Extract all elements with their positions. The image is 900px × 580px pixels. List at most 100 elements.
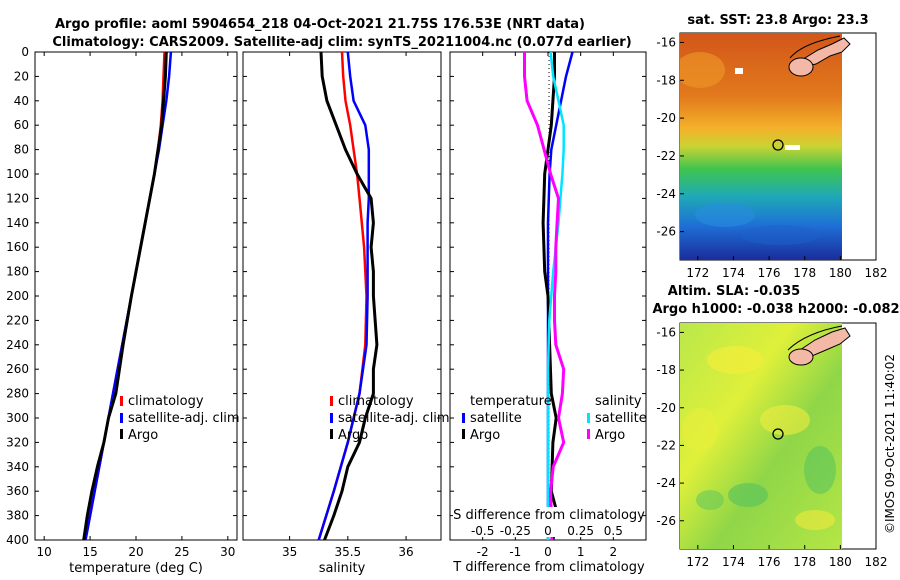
legend-swatch-satellite [330,413,333,423]
depth-tick-label: 240 [6,338,29,352]
depth-tick-label: 400 [6,533,29,547]
sla-map-panel: Altim. SLA: -0.035 Argo h1000: -0.038 h2… [652,284,899,569]
figure-title-line2: Climatology: CARS2009. Satellite-adj cli… [52,35,631,50]
depth-tick-label: 200 [6,289,29,303]
legend-swatch-s-argo [587,429,590,439]
sst-map-title: sat. SST: 23.8 Argo: 23.3 [687,13,868,28]
series-line [319,51,379,541]
salinity-lines [317,51,379,541]
lat-tick-label: -20 [656,401,676,415]
difference-legend: temperature satellite Argo salinity sate… [462,394,647,443]
depth-tick-label: 180 [6,265,29,279]
sla-high-patch [760,405,810,435]
argo-location-marker [772,428,784,440]
sla-high-patch [682,408,718,452]
temperature-lines [82,51,173,541]
salinity-difference-xlabel: S difference from climatology [453,508,645,523]
x-tick-label: 36 [398,545,413,559]
depth-tick-label: 140 [6,216,29,230]
legend-label: climatology [128,394,204,409]
legend-label: climatology [338,394,414,409]
depth-tick-label: 380 [6,509,29,523]
depth-tick-label: 360 [6,484,29,498]
x-tick-label: 25 [174,545,189,559]
sst-map-lat-axis: -16 -18 -20 -22 -24 -26 [656,35,684,239]
lon-tick-label: 180 [829,266,852,280]
depth-tick-label: 340 [6,460,29,474]
x-tick-label: 35.5 [334,545,361,559]
legend-label: Argo [470,428,500,443]
temperature-profile-panel: 0 20 40 60 80 100 120 140 160 180 200 220 240 260 280 3… [6,45,240,576]
depth-axis: 0 20 40 60 80 100 120 140 160 180 200 220 240 260 280 3… [6,45,237,547]
lat-tick-label: -18 [656,73,676,87]
difference-xlabel: T difference from climatology [452,560,645,575]
lat-tick-label: -18 [656,363,676,377]
sla-high-patch [795,510,835,530]
lat-tick-label: -24 [656,187,676,201]
depth-tick-label: 320 [6,435,29,449]
lon-tick-label: 178 [793,266,816,280]
sst-cool-patch [740,225,820,245]
lat-tick-label: -16 [656,325,676,339]
sst-warm-patch [680,52,725,88]
s-tick-label: 0.25 [567,524,594,538]
coastline [787,325,843,351]
x-tick-label: 0 [544,545,552,559]
lon-tick-label: 178 [793,555,816,569]
figure-title-line1: Argo profile: aoml 5904654_218 04-Oct-20… [55,17,585,32]
depth-tick-label: 280 [6,387,29,401]
legend-swatch-climatology [330,396,333,406]
lon-tick-label: 182 [865,555,888,569]
legend-label: satellite [470,411,522,426]
temperature-axes-box [34,51,238,541]
depth-tick-label: 100 [6,167,29,181]
salinity-profile-panel: 35 35.5 36 salinity climatology satellite-… [242,51,450,576]
coastline [789,35,841,59]
legend-swatch-s-satellite [587,413,590,423]
legend-swatch-satellite [120,413,123,423]
legend-label: Argo [338,428,368,443]
lon-tick-label: 176 [758,555,781,569]
depth-tick-label: 0 [21,45,29,59]
s-tick-label: 0.5 [604,524,623,538]
legend-swatch-t-satellite [462,413,465,423]
salinity-x-axis: 35 35.5 36 [282,52,414,559]
salinity-depth-ticks [243,51,441,541]
legend-label: satellite-adj. clim [128,411,240,426]
depth-tick-label: 220 [6,313,29,327]
legend-label: satellite [595,411,647,426]
depth-tick-label: 60 [14,118,29,132]
sst-missing-pixel [785,145,800,150]
x-tick-label: 10 [37,545,52,559]
series-line [82,51,168,541]
legend-label: satellite-adj. clim [338,411,450,426]
legend-label: Argo [128,428,158,443]
series-line [317,51,371,541]
imos-credit: ©IMOS 09-Oct-2021 11:40:02 [883,354,897,534]
x-tick-label: 2 [610,545,618,559]
lat-tick-label: -20 [656,111,676,125]
lon-tick-label: 174 [722,555,745,569]
s-tick-label: 0 [544,524,552,538]
depth-tick-label: 80 [14,143,29,157]
fiji-island-shape [788,57,814,77]
legend-swatch-argo [330,429,333,439]
sst-cool-patch [695,203,755,227]
legend-swatch-argo [120,429,123,439]
sla-map-title: Altim. SLA: -0.035 [668,284,800,299]
legend-swatch-t-argo [462,429,465,439]
depth-tick-label: 260 [6,362,29,376]
temperature-legend: climatology satellite-adj. clim Argo [120,394,240,443]
x-tick-label: 15 [82,545,97,559]
lon-tick-label: 172 [686,266,709,280]
s-tick-label: -0.5 [471,524,494,538]
salinity-difference-ticks: -0.5 -0.25 0 0.25 0.5 [471,524,623,538]
salinity-xlabel: salinity [319,561,366,576]
sla-low-patch [728,483,768,507]
legend-label: Argo [595,428,625,443]
s-axis-background [453,507,643,537]
temperature-x-axis: 10 15 20 25 30 [37,52,235,559]
x-tick-label: 30 [220,545,235,559]
depth-tick-label: 160 [6,240,29,254]
